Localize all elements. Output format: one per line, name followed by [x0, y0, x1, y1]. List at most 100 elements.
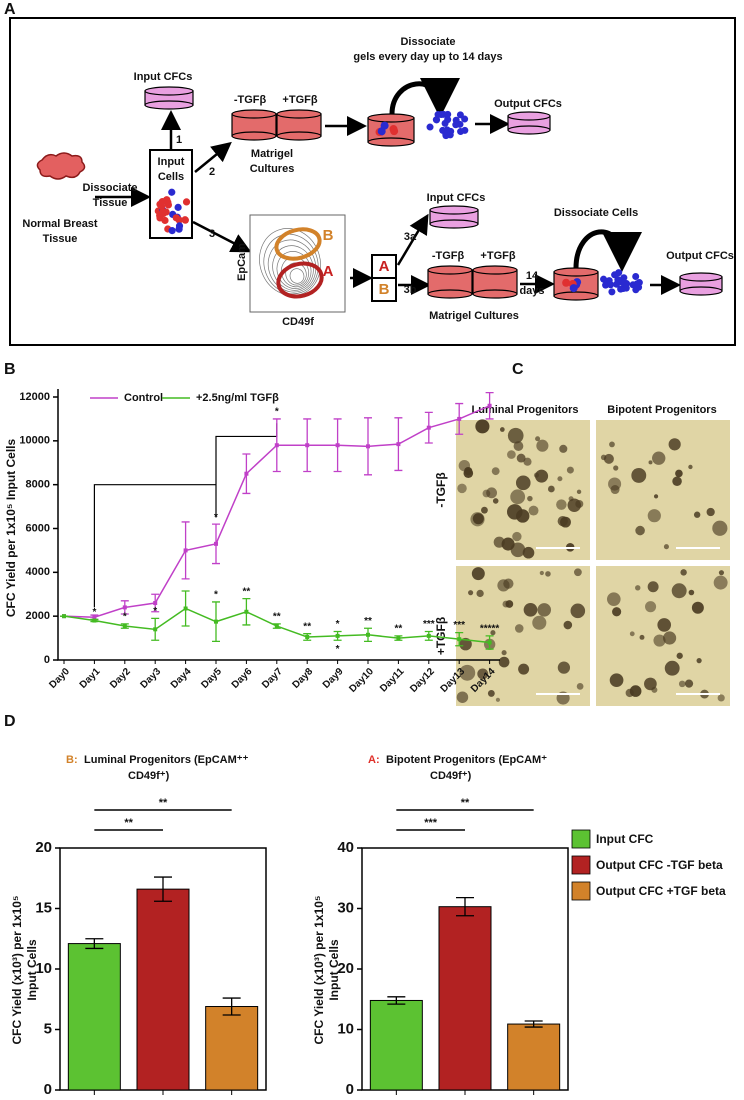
legend-label: +2.5ng/ml TGFβ	[196, 392, 279, 404]
colony	[499, 427, 505, 432]
colony	[533, 472, 539, 478]
x-tick-label: Day8	[291, 666, 316, 691]
marker	[153, 601, 158, 606]
diagram-label: +TGFβ	[480, 250, 515, 262]
colony	[576, 489, 582, 495]
dish-rim	[679, 286, 723, 296]
legend-swatch	[571, 855, 591, 875]
cell	[172, 214, 180, 222]
y-axis-label: Input Cells	[25, 939, 39, 1001]
significance: *	[123, 611, 127, 622]
colony	[512, 531, 522, 542]
y-tick-label: 20	[337, 960, 354, 977]
diagram-label: CD49f	[282, 316, 314, 328]
marker	[183, 548, 188, 553]
colony	[490, 630, 496, 636]
cell	[168, 227, 176, 235]
cell	[162, 208, 170, 216]
colony	[712, 520, 728, 536]
diagram-label: Tissue	[93, 197, 128, 209]
y-tick-label: 0	[346, 1081, 354, 1098]
colony	[501, 650, 507, 656]
cell	[426, 123, 434, 131]
cell	[161, 216, 169, 225]
micrograph-shade	[456, 566, 590, 706]
cell	[181, 216, 189, 224]
colony	[651, 686, 658, 693]
diagram-label: Tissue	[43, 233, 78, 245]
colony	[647, 509, 661, 523]
diagram-label: Normal Breast	[22, 218, 98, 230]
colony	[476, 589, 484, 598]
y-tick-label: 6000	[26, 522, 50, 534]
colony	[522, 546, 535, 559]
marker	[487, 640, 492, 645]
colony	[663, 631, 677, 645]
y-tick-label: 40	[337, 839, 354, 856]
colony	[492, 498, 499, 504]
colony	[471, 567, 485, 581]
panel-a-frame	[9, 17, 736, 346]
marker	[274, 624, 279, 629]
dish-rim	[507, 125, 551, 135]
dish-top	[472, 265, 518, 275]
colony	[507, 427, 524, 444]
bar	[438, 906, 492, 1091]
diagram-label: Dissociate Cells	[554, 207, 638, 219]
dish-rim	[429, 219, 479, 229]
colony	[693, 511, 701, 518]
significance: **	[159, 797, 168, 809]
cell	[605, 277, 613, 285]
error-bar	[456, 896, 474, 917]
contour	[267, 239, 317, 293]
dish-top	[231, 109, 277, 119]
colony	[539, 570, 544, 576]
colony	[491, 467, 500, 476]
colony	[631, 468, 647, 483]
arrow	[396, 213, 429, 266]
significance: *	[214, 590, 218, 601]
panel-label: A	[4, 1, 16, 18]
colony	[527, 495, 533, 502]
marker	[92, 615, 97, 620]
gate-a	[276, 261, 324, 299]
colony	[576, 682, 584, 690]
y-tick-label: 0	[44, 1081, 52, 1098]
cell	[377, 127, 386, 136]
y-tick-label: 20	[35, 839, 52, 856]
colony	[560, 516, 571, 528]
dish-top	[429, 205, 479, 215]
column-label: Bipotent Progenitors	[607, 404, 716, 416]
diagram-label: EpCam	[236, 243, 248, 281]
colony	[468, 590, 474, 596]
panel-label: B	[4, 361, 16, 378]
contour	[289, 268, 305, 284]
colony	[688, 589, 695, 596]
marker	[214, 619, 218, 624]
significance: *	[92, 607, 96, 618]
dish-rim	[231, 131, 277, 141]
marker	[366, 444, 370, 449]
cell	[617, 285, 625, 293]
colony	[603, 453, 614, 464]
diagram-label: Output CFCs	[494, 98, 562, 110]
x-tick-label: Day1	[78, 666, 103, 691]
colony	[556, 499, 567, 510]
colony	[502, 600, 510, 608]
y-tick-label: 10	[337, 1020, 354, 1037]
colony	[486, 487, 498, 499]
colony	[635, 585, 641, 591]
diagram-label: B	[379, 281, 390, 298]
cell	[441, 119, 449, 127]
colony	[609, 673, 624, 688]
cell	[158, 197, 167, 206]
diagram-label: days	[519, 285, 544, 297]
marker	[396, 442, 401, 447]
diagram-label: Input	[158, 156, 185, 168]
legend-label: Control	[124, 392, 163, 404]
contour	[272, 245, 314, 291]
dish-rim	[276, 131, 322, 141]
cell	[633, 280, 641, 288]
colony	[495, 697, 501, 702]
cell	[168, 188, 176, 196]
